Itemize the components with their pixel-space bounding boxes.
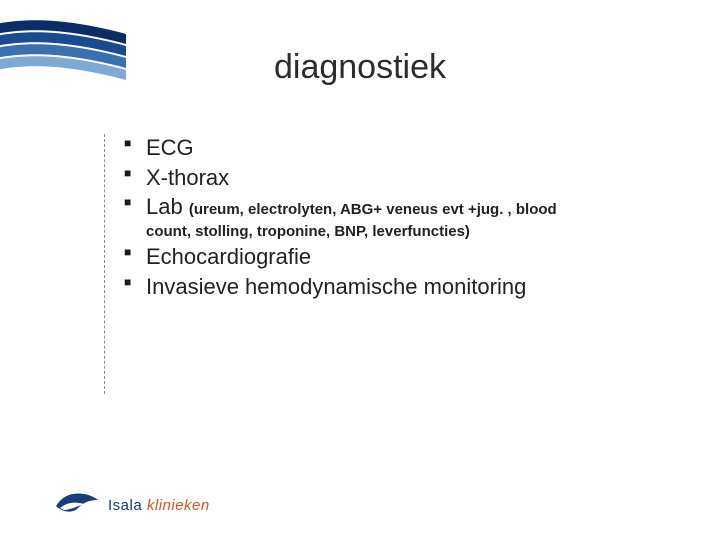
list-item: Lab (ureum, electrolyten, ABG+ veneus ev… (124, 193, 684, 221)
list-item: Invasieve hemodynamische monitoring (124, 273, 684, 301)
brand-part2: klinieken (142, 497, 210, 514)
brand-part1: Isala (108, 497, 142, 514)
item-text: X-thorax (146, 165, 229, 190)
item-subtext: (ureum, electrolyten, ABG+ veneus evt +j… (189, 201, 557, 218)
item-text: Echocardiografie (146, 244, 311, 269)
vertical-divider (104, 134, 105, 394)
bird-icon (54, 486, 100, 514)
slide: diagnostiek ECG X-thorax Lab (ureum, ele… (0, 0, 720, 540)
footer-brand: Isala klinieken (108, 497, 210, 514)
item-subtext-continued: count, stolling, troponine, BNP, leverfu… (124, 223, 684, 242)
slide-title: diagnostiek (0, 48, 720, 87)
footer-logo: Isala klinieken (54, 486, 210, 514)
item-text: Lab (146, 194, 189, 219)
item-text: ECG (146, 135, 194, 160)
bullet-list-continued: Echocardiografie Invasieve hemodynamisch… (124, 243, 684, 300)
list-item: ECG (124, 134, 684, 162)
content-area: ECG X-thorax Lab (ureum, electrolyten, A… (124, 134, 684, 302)
list-item: X-thorax (124, 164, 684, 192)
bullet-list: ECG X-thorax Lab (ureum, electrolyten, A… (124, 134, 684, 221)
item-text: Invasieve hemodynamische monitoring (146, 274, 526, 299)
list-item: Echocardiografie (124, 243, 684, 271)
